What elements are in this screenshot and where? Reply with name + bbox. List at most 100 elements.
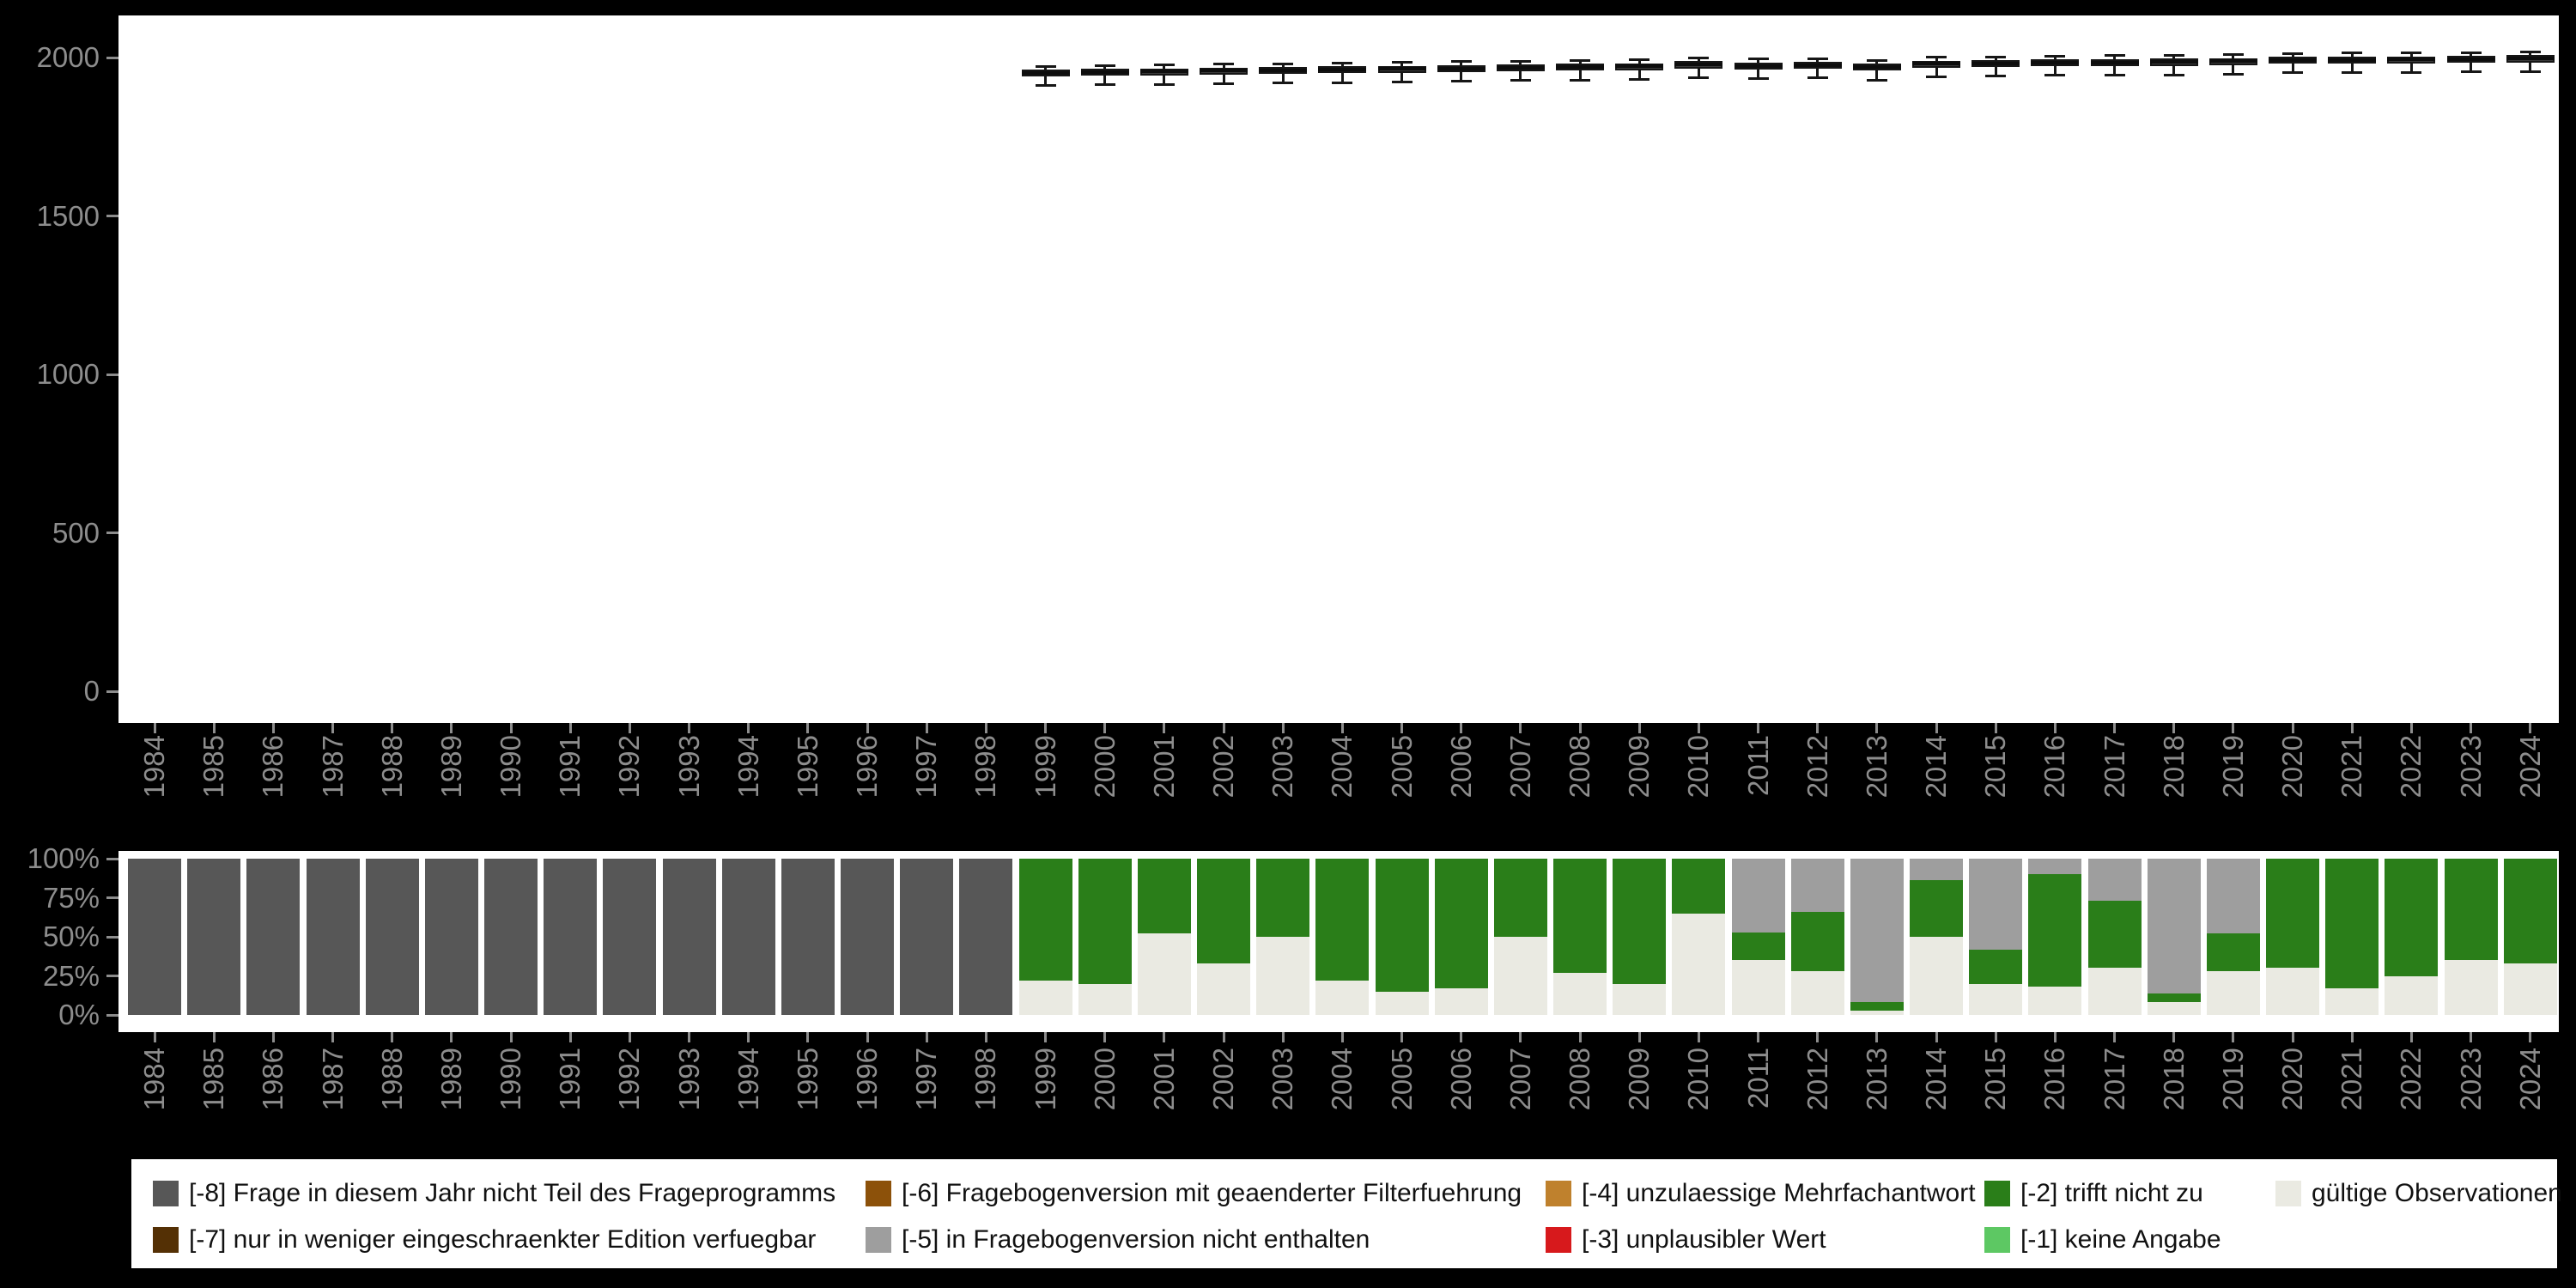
x-tick-label: 1998 xyxy=(969,1048,1002,1111)
x-tick-mark xyxy=(1044,1032,1048,1042)
x-tick-label: 2011 xyxy=(1741,1048,1774,1109)
x-tick-mark xyxy=(1935,1032,1938,1042)
x-tick-mark xyxy=(866,723,869,733)
boxplot-whisker xyxy=(1340,62,1344,83)
boxplot-cap-lower xyxy=(2460,70,2482,74)
bar-segment xyxy=(1910,880,1964,937)
y-tick-label: 0 xyxy=(83,675,100,707)
x-tick-label: 2014 xyxy=(1920,1048,1953,1111)
boxplot-cap-upper xyxy=(1747,58,1769,61)
boxplot-box xyxy=(1852,64,1901,71)
x-tick-mark xyxy=(153,723,156,733)
boxplot-whisker xyxy=(2053,55,2057,76)
bar-segment xyxy=(2266,859,2320,969)
y-tick-label: 2000 xyxy=(36,41,100,73)
x-tick-label: 1991 xyxy=(554,1048,586,1111)
boxplot-box xyxy=(1259,67,1308,75)
boxplot-cap-lower xyxy=(1153,82,1175,86)
bar-segment xyxy=(781,859,835,1015)
bar-segment xyxy=(544,859,598,1015)
boxplot-median xyxy=(1912,62,1961,66)
y-tick-mark xyxy=(106,56,118,59)
boxplot-median xyxy=(2149,60,2198,64)
legend-key xyxy=(1984,1227,2010,1253)
boxplot-cap-upper xyxy=(1450,60,1472,64)
x-tick-label: 2013 xyxy=(1860,735,1893,799)
boxplot-median xyxy=(1080,70,1129,74)
boxplot-median xyxy=(2090,60,2139,64)
boxplot-box xyxy=(1793,62,1842,70)
x-tick-mark xyxy=(806,1032,810,1042)
x-tick-mark xyxy=(747,723,750,733)
boxplot-cap-upper xyxy=(2044,54,2066,58)
boxplot-median xyxy=(2446,57,2495,61)
boxplot-box xyxy=(2031,59,2080,67)
bar-segment xyxy=(1375,991,1429,1015)
x-tick-label: 2010 xyxy=(1682,735,1715,799)
x-tick-label: 1996 xyxy=(851,1048,884,1111)
y-tick-label: 0% xyxy=(58,999,100,1030)
x-tick-label: 1999 xyxy=(1029,735,1061,799)
bar-segment xyxy=(603,859,657,1015)
boxplot-cap-upper xyxy=(1391,61,1413,64)
x-tick-mark xyxy=(1222,1032,1225,1042)
legend: [-8] Frage in diesem Jahr nicht Teil des… xyxy=(131,1159,2562,1268)
bar-segment xyxy=(1256,937,1310,1015)
x-tick-mark xyxy=(2291,723,2294,733)
x-tick-label: 1990 xyxy=(495,735,527,799)
x-tick-label: 1990 xyxy=(495,1048,527,1111)
x-tick-mark xyxy=(1935,723,1938,733)
boxplot-median xyxy=(1674,63,1723,67)
x-tick-mark xyxy=(509,723,513,733)
boxplot-cap-upper xyxy=(1332,61,1353,64)
y-tick-mark xyxy=(106,215,118,217)
x-tick-mark xyxy=(568,723,572,733)
bar-segment xyxy=(2325,859,2379,989)
legend-key xyxy=(2275,1181,2301,1206)
boxplot-whisker xyxy=(2113,55,2117,76)
boxplot-cap-lower xyxy=(1570,78,1591,82)
bar-segment xyxy=(2087,901,2142,969)
x-tick-label: 2009 xyxy=(1623,735,1656,799)
bar-segment xyxy=(1434,859,1488,989)
bar-segment xyxy=(1731,859,1785,933)
bar-segment xyxy=(1256,859,1310,937)
boxplot-box xyxy=(1615,63,1664,70)
boxplot-cap-lower xyxy=(2044,74,2066,77)
boxplot-cap-lower xyxy=(1510,79,1531,82)
x-tick-mark xyxy=(1519,723,1522,733)
boxplot-box xyxy=(2328,56,2377,64)
boxplot-median xyxy=(2328,58,2377,62)
x-tick-label: 2003 xyxy=(1267,1048,1299,1111)
x-tick-label: 2024 xyxy=(2513,1048,2546,1111)
bar-segment xyxy=(424,859,478,1015)
x-tick-mark xyxy=(747,1032,750,1042)
bar-segment xyxy=(246,859,301,1015)
x-tick-mark xyxy=(1460,1032,1463,1042)
x-tick-mark xyxy=(1578,723,1582,733)
bar-segment xyxy=(2503,963,2557,1015)
x-tick-label: 2023 xyxy=(2454,1048,2487,1111)
x-tick-mark xyxy=(568,1032,572,1042)
y-tick-label: 1000 xyxy=(36,358,100,390)
bar-segment xyxy=(662,859,716,1015)
bar-segment xyxy=(1969,949,2023,984)
boxplot-whisker xyxy=(2470,52,2473,73)
y-tick-label: 25% xyxy=(42,959,100,992)
boxplot-cap-lower xyxy=(1985,75,2007,78)
x-tick-mark xyxy=(2470,1032,2473,1042)
x-tick-mark xyxy=(1757,1032,1760,1042)
bar-segment xyxy=(1910,937,1964,1015)
x-tick-label: 2000 xyxy=(1088,735,1121,799)
boxplot-cap-lower xyxy=(1035,84,1056,88)
boxplot-box xyxy=(2149,58,2198,66)
boxplot-box xyxy=(1139,68,1188,76)
x-tick-label: 1997 xyxy=(910,1048,943,1111)
bar-segment xyxy=(1434,988,1488,1015)
boxplot-whisker xyxy=(2409,52,2413,73)
bar-segment xyxy=(2503,859,2557,963)
